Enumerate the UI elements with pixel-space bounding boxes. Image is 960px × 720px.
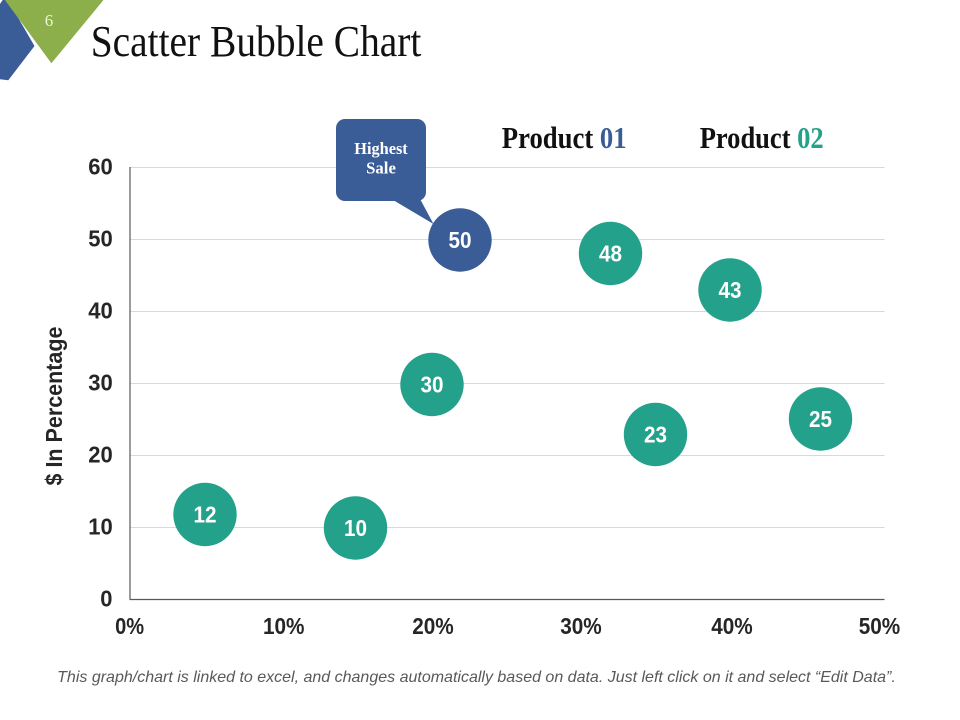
svg-text:Product 01: Product 01 xyxy=(502,120,627,155)
svg-text:48: 48 xyxy=(599,240,622,266)
svg-text:30: 30 xyxy=(88,370,113,396)
svg-text:10: 10 xyxy=(88,514,113,540)
svg-text:Product 02: Product 02 xyxy=(700,120,824,155)
svg-text:Sale: Sale xyxy=(366,158,396,177)
svg-text:10: 10 xyxy=(344,515,367,541)
svg-text:This graph/chart is linked to: This graph/chart is linked to excel, and… xyxy=(57,669,896,686)
svg-text:50%: 50% xyxy=(859,613,901,639)
svg-text:40: 40 xyxy=(88,298,113,324)
svg-text:12: 12 xyxy=(194,501,217,527)
svg-text:50: 50 xyxy=(88,226,113,252)
svg-text:60: 60 xyxy=(88,154,113,180)
svg-text:43: 43 xyxy=(719,277,742,303)
svg-text:40%: 40% xyxy=(711,613,753,639)
svg-text:25: 25 xyxy=(809,406,832,432)
svg-text:20%: 20% xyxy=(412,613,454,639)
svg-text:30%: 30% xyxy=(560,613,602,639)
svg-text:0%: 0% xyxy=(115,613,144,639)
svg-text:10%: 10% xyxy=(263,613,305,639)
svg-text:$ In Percentage: $ In Percentage xyxy=(41,327,67,486)
svg-text:6: 6 xyxy=(45,11,54,30)
svg-text:Scatter Bubble Chart: Scatter Bubble Chart xyxy=(91,17,422,66)
svg-text:30: 30 xyxy=(421,371,444,397)
svg-text:Highest: Highest xyxy=(354,139,408,158)
svg-text:50: 50 xyxy=(449,227,472,253)
svg-text:20: 20 xyxy=(88,442,113,468)
svg-text:23: 23 xyxy=(644,421,667,447)
svg-text:0: 0 xyxy=(100,586,112,612)
